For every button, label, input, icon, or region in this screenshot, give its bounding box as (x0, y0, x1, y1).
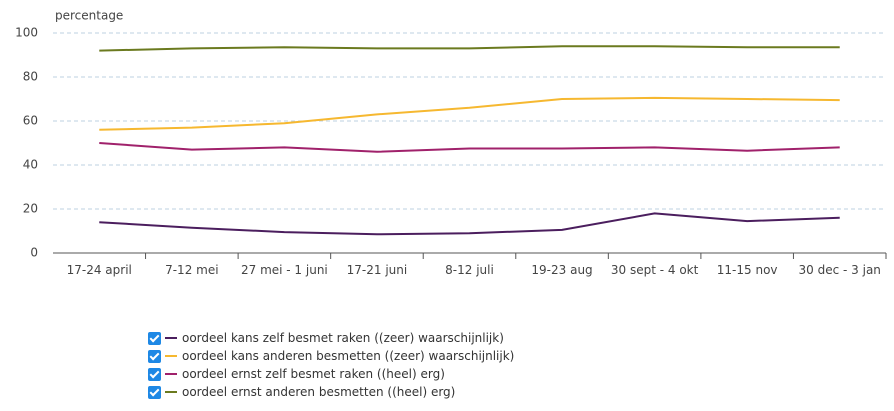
y-tick-label: 60 (23, 114, 38, 128)
legend-label: oordeel ernst anderen besmetten ((heel) … (182, 385, 456, 399)
x-tick-label: 19-23 aug (531, 263, 593, 277)
x-tick-label: 8-12 juli (445, 263, 494, 277)
legend-swatch (165, 355, 177, 357)
legend-item[interactable]: oordeel ernst zelf besmet raken ((heel) … (148, 365, 445, 383)
y-tick-label: 20 (23, 202, 38, 216)
x-tick-label: 30 dec - 3 jan (798, 263, 881, 277)
y-tick-label: 80 (23, 70, 38, 84)
series-line (99, 45, 840, 52)
legend-swatch (165, 373, 177, 375)
legend-checkbox[interactable] (148, 385, 161, 399)
legend-label: oordeel kans anderen besmetten ((zeer) w… (182, 349, 515, 363)
x-tick-label: 11-15 nov (716, 263, 778, 277)
x-tick-label: 17-21 juni (346, 263, 408, 277)
legend-item[interactable]: oordeel kans anderen besmetten ((zeer) w… (148, 347, 514, 365)
legend-item[interactable]: oordeel ernst anderen besmetten ((heel) … (148, 383, 455, 401)
y-tick-label: 0 (30, 246, 38, 260)
series-line (99, 142, 840, 153)
legend-checkbox[interactable] (148, 349, 161, 363)
legend-label: oordeel ernst zelf besmet raken ((heel) … (182, 367, 445, 381)
legend-checkbox[interactable] (148, 331, 161, 345)
y-tick-label: 40 (23, 158, 38, 172)
legend-swatch (165, 337, 177, 339)
legend-item[interactable]: oordeel kans zelf besmet raken ((zeer) w… (148, 329, 504, 347)
series-line (99, 212, 840, 236)
legend-swatch (165, 391, 177, 393)
x-tick-label: 27 mei - 1 juni (240, 263, 328, 277)
legend-checkbox[interactable] (148, 367, 161, 381)
legend-label: oordeel kans zelf besmet raken ((zeer) w… (182, 331, 504, 345)
y-axis-label: percentage (55, 9, 123, 23)
x-tick-label: 7-12 mei (165, 263, 219, 277)
series-line (99, 96, 840, 131)
y-tick-label: 100 (15, 26, 38, 40)
x-tick-label: 30 sept - 4 okt (610, 263, 699, 277)
x-tick-label: 17-24 april (66, 263, 132, 277)
